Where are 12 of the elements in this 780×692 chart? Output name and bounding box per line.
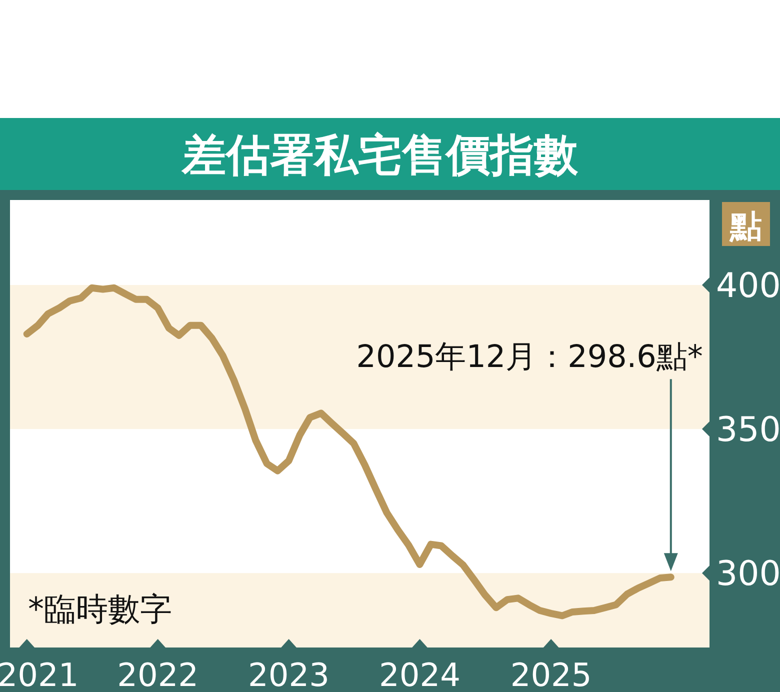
- y-tick-label: 350: [716, 410, 780, 450]
- annotation: 2025年12月：298.6點*: [356, 339, 703, 376]
- chart-title: 差估署私宅售價指數: [181, 130, 579, 181]
- x-tick-label: 2022: [117, 656, 199, 692]
- y-axis-title: 點: [729, 207, 762, 245]
- annotation: *臨時數字: [28, 590, 172, 628]
- y-tick-label: 400: [716, 266, 780, 306]
- x-tick-label: 2024: [379, 656, 460, 692]
- x-tick-label: 2023: [248, 656, 330, 692]
- x-tick-label: 2021: [0, 656, 79, 692]
- y-tick-label: 300: [716, 554, 780, 594]
- x-tick-label: 2025: [510, 656, 592, 692]
